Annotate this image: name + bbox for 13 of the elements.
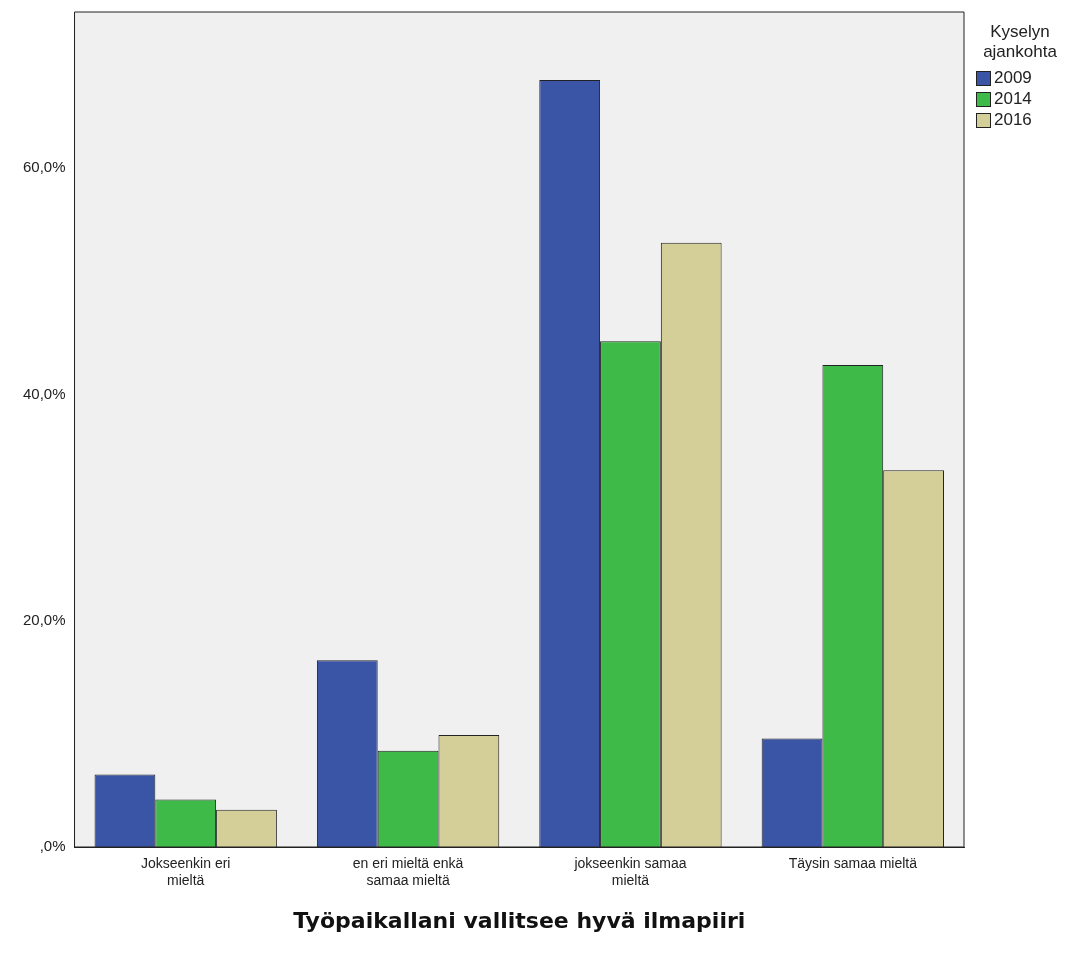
x-axis-title: Työpaikallani vallitsee hyvä ilmapiiri xyxy=(293,907,746,933)
legend-label: 2009 xyxy=(994,68,1032,88)
x-tick-label: Jokseenkin eri mieltä xyxy=(140,855,231,889)
legend-label: 2016 xyxy=(994,110,1032,130)
y-tick-label: ,0% xyxy=(39,837,66,855)
x-tick-label: Täysin samaa mieltä xyxy=(788,855,918,872)
y-tick-label: 60,0% xyxy=(22,158,66,176)
legend-label: 2014 xyxy=(994,89,1032,109)
x-tick-label: en eri mieltä enkä samaa mieltä xyxy=(352,855,464,889)
y-tick-label: 40,0% xyxy=(22,384,66,402)
legend-title: Kyselyn ajankohta xyxy=(982,22,1058,62)
y-tick-label: 20,0% xyxy=(22,610,66,628)
x-tick-label: jokseenkin samaa mieltä xyxy=(573,855,687,889)
